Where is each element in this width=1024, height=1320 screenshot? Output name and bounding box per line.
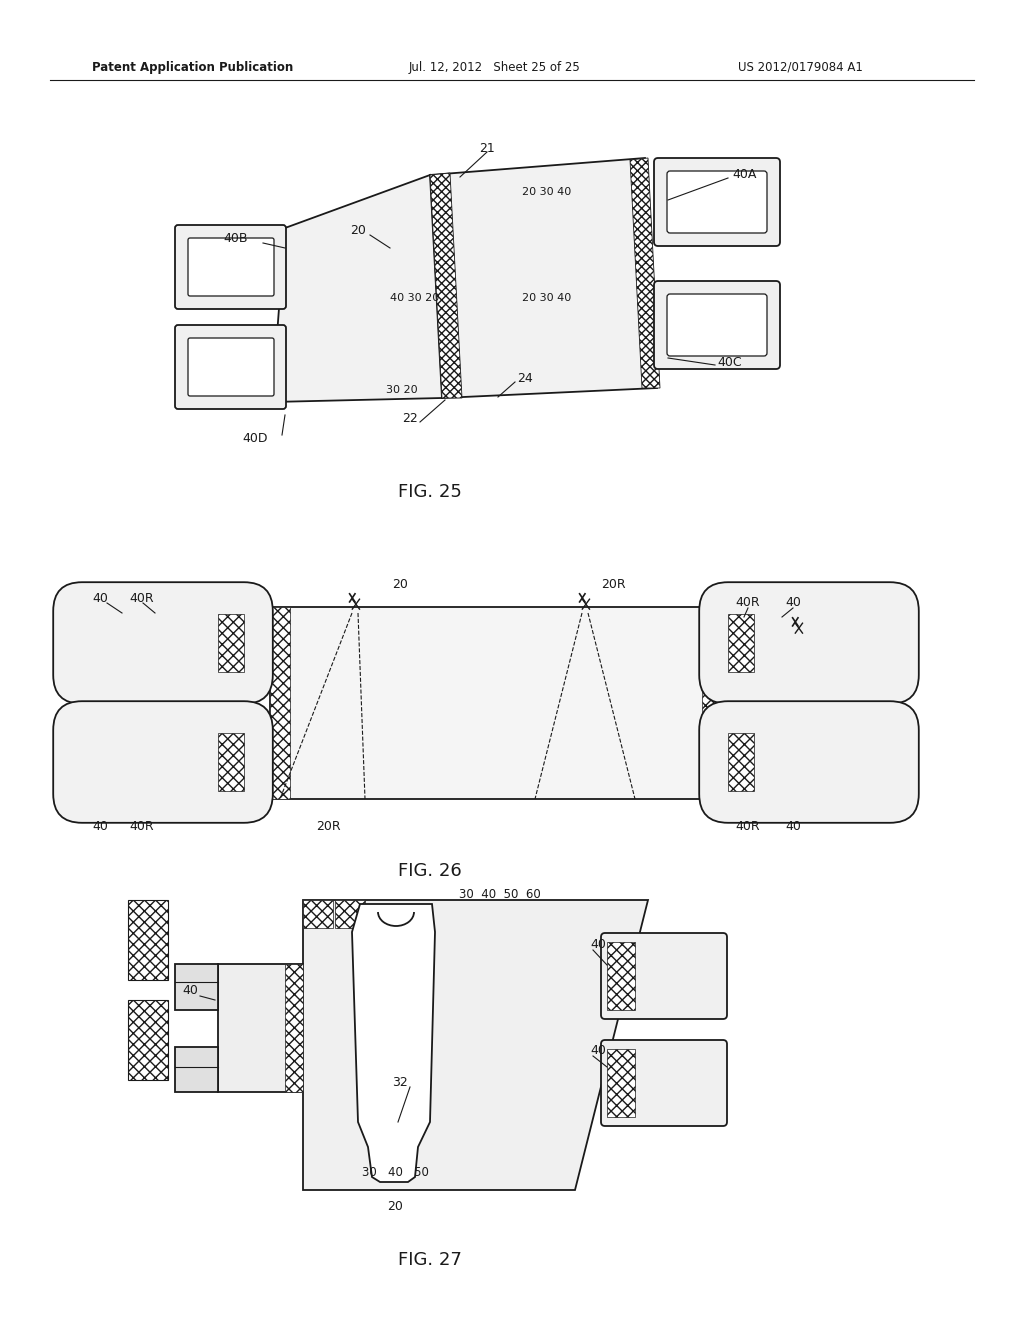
Text: 40: 40 — [92, 591, 108, 605]
Polygon shape — [175, 1047, 218, 1092]
Text: 20 30 40: 20 30 40 — [522, 187, 571, 197]
FancyBboxPatch shape — [601, 1040, 727, 1126]
Text: FIG. 27: FIG. 27 — [398, 1251, 462, 1269]
FancyBboxPatch shape — [53, 582, 272, 704]
Text: 40R: 40R — [735, 821, 760, 833]
Text: 40C: 40C — [718, 355, 742, 368]
Text: 40: 40 — [590, 937, 606, 950]
FancyBboxPatch shape — [188, 338, 274, 396]
Polygon shape — [218, 964, 303, 1092]
Text: 30   40   50: 30 40 50 — [361, 1166, 428, 1179]
Polygon shape — [303, 900, 648, 1191]
Bar — [607, 1049, 635, 1117]
Polygon shape — [430, 158, 657, 399]
FancyBboxPatch shape — [667, 172, 767, 234]
Bar — [128, 900, 168, 979]
Text: 20R: 20R — [601, 578, 626, 591]
Bar — [303, 900, 333, 928]
Bar — [728, 614, 754, 672]
Text: Patent Application Publication: Patent Application Publication — [92, 61, 294, 74]
Text: 40: 40 — [92, 821, 108, 833]
Text: 20R: 20R — [315, 821, 340, 833]
Text: 40: 40 — [785, 821, 801, 833]
Polygon shape — [175, 964, 218, 1010]
FancyBboxPatch shape — [175, 325, 286, 409]
Text: 20 30 40: 20 30 40 — [522, 293, 571, 304]
Bar — [128, 1001, 168, 1080]
Text: 20: 20 — [392, 578, 408, 591]
FancyBboxPatch shape — [654, 158, 780, 246]
Bar — [270, 607, 290, 799]
FancyBboxPatch shape — [175, 224, 286, 309]
Text: US 2012/0179084 A1: US 2012/0179084 A1 — [737, 61, 862, 74]
Text: 20: 20 — [350, 223, 366, 236]
Bar — [702, 607, 722, 799]
Text: FIG. 25: FIG. 25 — [398, 483, 462, 502]
Bar — [285, 964, 303, 1092]
Text: 40: 40 — [590, 1044, 606, 1056]
Text: Jul. 12, 2012   Sheet 25 of 25: Jul. 12, 2012 Sheet 25 of 25 — [410, 61, 581, 74]
Bar — [218, 614, 244, 672]
FancyBboxPatch shape — [699, 582, 919, 704]
Text: 40: 40 — [182, 983, 198, 997]
Bar — [335, 900, 365, 928]
Polygon shape — [430, 173, 462, 399]
Text: 21: 21 — [479, 141, 495, 154]
FancyBboxPatch shape — [53, 701, 272, 822]
Text: FIG. 26: FIG. 26 — [398, 862, 462, 880]
Text: 20: 20 — [387, 1200, 402, 1213]
Text: 40R: 40R — [130, 591, 155, 605]
Bar — [218, 733, 244, 791]
Polygon shape — [272, 176, 442, 403]
Text: 40 30 20: 40 30 20 — [390, 293, 439, 304]
Text: 40: 40 — [785, 597, 801, 610]
FancyBboxPatch shape — [654, 281, 780, 370]
Text: 22: 22 — [402, 412, 418, 425]
Polygon shape — [352, 904, 435, 1181]
Text: 40R: 40R — [735, 597, 760, 610]
Text: 30  40  50  60: 30 40 50 60 — [459, 887, 541, 900]
FancyBboxPatch shape — [667, 294, 767, 356]
Text: 24: 24 — [517, 371, 532, 384]
Bar — [270, 607, 722, 799]
FancyBboxPatch shape — [601, 933, 727, 1019]
Text: 40R: 40R — [130, 821, 155, 833]
Text: 30 20: 30 20 — [386, 385, 418, 395]
Bar — [607, 942, 635, 1010]
FancyBboxPatch shape — [188, 238, 274, 296]
Text: 40B: 40B — [224, 231, 248, 244]
Text: 40A: 40A — [733, 169, 757, 181]
FancyBboxPatch shape — [699, 701, 919, 822]
Text: 40D: 40D — [243, 432, 267, 445]
Bar — [728, 733, 754, 791]
Text: 32: 32 — [392, 1076, 408, 1089]
Polygon shape — [630, 158, 660, 388]
